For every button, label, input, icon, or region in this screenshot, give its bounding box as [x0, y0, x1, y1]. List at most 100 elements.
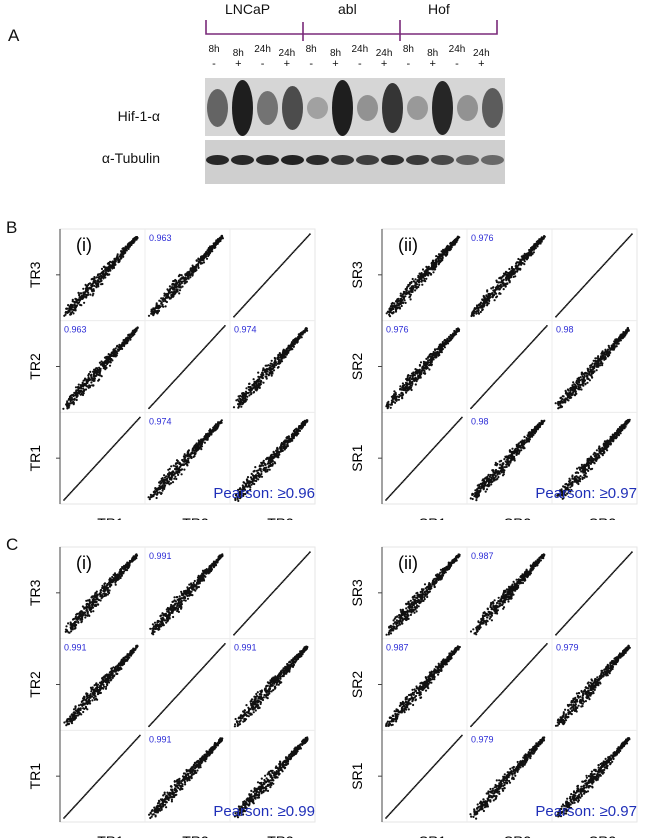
scatter-point [106, 269, 109, 272]
tubulin-band [281, 155, 304, 165]
diagonal-point [258, 288, 261, 291]
diagonal-point [64, 497, 66, 500]
diagonal-point [215, 334, 218, 337]
scatter-point [158, 484, 161, 487]
scatter-point [420, 371, 423, 374]
diagonal-point [398, 484, 401, 487]
scatter-point [271, 462, 274, 466]
subpanel-label: (i) [76, 235, 92, 255]
scatter-point [247, 385, 250, 389]
scatter-point [573, 383, 577, 386]
scatter-point [103, 364, 106, 367]
diagonal-point [268, 277, 271, 280]
scatter-point [475, 310, 478, 313]
scatter-point [62, 407, 65, 410]
diagonal-point [240, 307, 243, 310]
scatter-point [67, 404, 70, 407]
scatter-point [484, 297, 487, 300]
scatter-point [168, 285, 171, 288]
lane-treatment-sign: + [380, 58, 388, 70]
scatter-point [557, 407, 560, 410]
scatter-point [244, 492, 247, 496]
scatter-point [187, 461, 190, 464]
scatter-point [287, 435, 290, 438]
scatter-point [274, 462, 277, 465]
scatter-point [131, 330, 134, 333]
lane-time-label: 24h [472, 48, 490, 59]
scatter-point [98, 374, 102, 377]
diagonal-point [68, 493, 71, 495]
scatter-point [220, 236, 224, 239]
scatter-point [266, 470, 269, 473]
scatter-point [160, 481, 163, 484]
scatter-point [65, 307, 68, 310]
diagonal-point [99, 459, 102, 462]
scatter-point [89, 370, 92, 373]
scatter-point [400, 304, 403, 308]
tubulin-band [381, 155, 404, 165]
scatter-point [527, 435, 530, 438]
scatter-point [124, 340, 127, 343]
scatter-point [491, 292, 494, 295]
scatter-point [293, 431, 296, 434]
scatter-point [71, 401, 74, 404]
diagonal-point [480, 396, 482, 399]
diagonal-point [255, 291, 257, 294]
scatter-point [93, 276, 96, 279]
scatter-point [401, 385, 404, 388]
scatter-point [430, 264, 434, 267]
scatter-point [405, 289, 408, 292]
scatter-point [256, 386, 259, 389]
scatter-point [278, 352, 281, 355]
scatter-matrix-b-i: (i)TR3TR2TR1TR1TR2TR30.9630.9630.9740.97… [27, 228, 316, 520]
scatter-point [437, 262, 441, 265]
lane-time-label: 24h [448, 44, 466, 55]
scatter-point [488, 299, 491, 303]
scatter-point [257, 384, 260, 387]
scatter-point [198, 442, 201, 445]
scatter-point [528, 248, 531, 252]
scatter-point [587, 377, 590, 381]
scatter-point [401, 298, 404, 301]
scatter-point [497, 281, 500, 284]
diagonal-point [135, 420, 138, 422]
scatter-point [438, 256, 441, 259]
diagonal-point [498, 376, 501, 379]
scatter-point [527, 254, 530, 257]
scatter-point [410, 280, 413, 284]
diagonal-point [198, 352, 201, 355]
scatter-point [505, 463, 508, 466]
scatter-point [66, 400, 69, 403]
diagonal-point [453, 425, 456, 427]
diagonal-point [206, 344, 209, 346]
diagonal-point [300, 242, 302, 245]
scatter-point [201, 441, 204, 444]
scatter-point [580, 388, 583, 391]
scatter-point [600, 352, 603, 355]
diagonal-point [96, 463, 98, 465]
scatter-point [251, 384, 254, 387]
scatter-cell [234, 419, 309, 502]
scatter-point [129, 338, 132, 341]
diagonal-point [536, 335, 538, 338]
scatter-point [528, 252, 531, 255]
scatter-point [495, 279, 498, 282]
scatter-point [512, 452, 516, 455]
diagonal-point [385, 499, 387, 501]
scatter-point [491, 294, 494, 297]
scatter-point [595, 369, 598, 372]
diagonal-point [79, 481, 82, 483]
scatter-point [239, 394, 242, 397]
scatter-point [176, 462, 179, 465]
scatter-point [80, 390, 83, 393]
scatter-point [155, 306, 158, 310]
diagonal-point [237, 311, 240, 313]
scatter-cell [385, 327, 461, 410]
scatter-point [248, 394, 251, 397]
diagonal-point [430, 450, 432, 452]
diagonal-point [519, 353, 522, 356]
scatter-point [78, 386, 81, 389]
scatter-point [425, 357, 428, 360]
scatter-point [295, 431, 298, 434]
scatter-point [398, 395, 401, 398]
